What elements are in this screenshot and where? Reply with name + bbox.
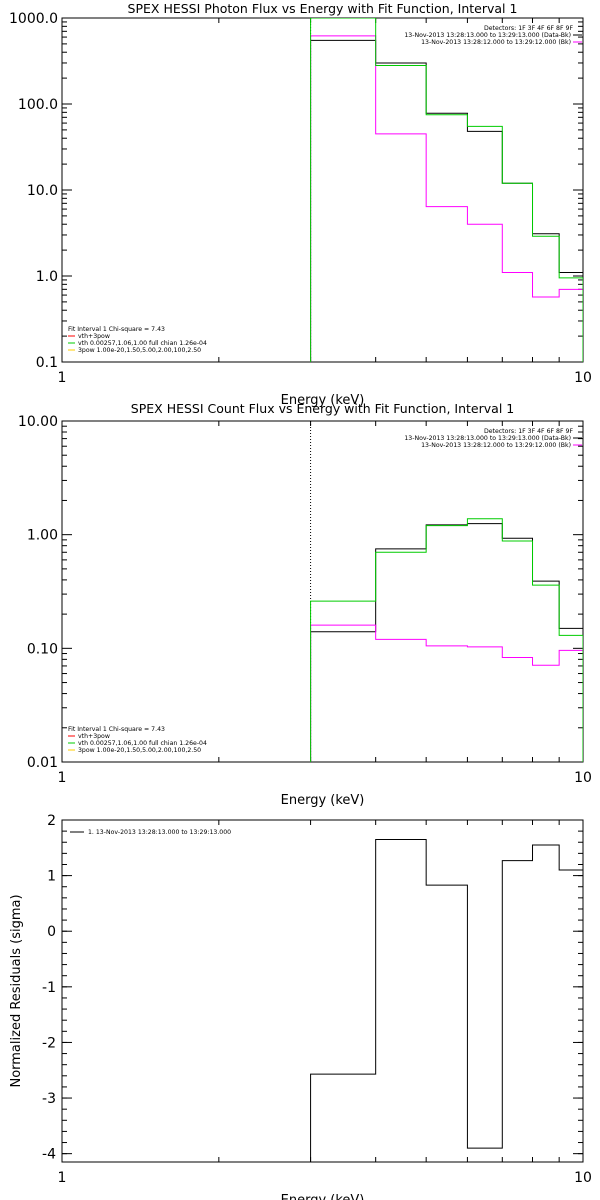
y-tick-label: -3 [42, 1091, 56, 1107]
y-tick-label: 0.01 [27, 755, 58, 771]
legend-entry-label: 13-Nov-2013 13:28:12.000 to 13:29:12.000… [421, 39, 571, 46]
axes-frame [61, 17, 584, 363]
axes-frame [61, 819, 584, 1163]
x-axis-label: Energy (keV) [281, 1193, 365, 1200]
x-tick-label: 10 [574, 370, 592, 386]
x-tick-label: 10 [574, 1170, 592, 1186]
x-tick-label: 1 [58, 370, 67, 386]
data-series-group [310, 518, 583, 762]
y-tick-label: 0 [47, 924, 56, 940]
legend-entry-label: vth+3pow [78, 733, 110, 740]
series-line-2 [310, 624, 583, 762]
y-tick-label: -4 [42, 1147, 56, 1163]
y-tick-label: 10.0 [27, 183, 58, 199]
series-line-1 [310, 523, 583, 762]
legend-detectors-header: Detectors: 1F 3F 4F 6F 8F 9F [484, 428, 573, 435]
chart-panel-3: 1 10 Energy (keV) -4 -3 -2 -1 0 1 2 Normalized Res… [9, 813, 592, 1200]
x-axis-label: Energy (keV) [281, 393, 365, 408]
chart-title: SPEX HESSI Count Flux vs Energy with Fit… [131, 401, 514, 416]
legend-fit-header: Fit Interval 1 Chi-square = 7.43 [68, 726, 165, 733]
legend-entry-label: 13-Nov-2013 13:28:13.000 to 13:29:13.000… [404, 32, 571, 39]
axes-frame [61, 420, 584, 763]
data-series-group [310, 18, 583, 362]
series-line-1 [310, 39, 583, 362]
y-tick-label: 1.00 [27, 528, 58, 544]
legend-entry-label: vth 0.00257,1.06,1.00 full chian 1.26e-0… [78, 740, 207, 747]
x-tick-label: 10 [574, 770, 592, 786]
series-line-3 [310, 518, 583, 762]
y-tick-label: -2 [42, 1035, 56, 1051]
y-tick-label: 0.10 [27, 641, 58, 657]
x-tick-label: 1 [58, 770, 67, 786]
series-line-1 [310, 838, 583, 1162]
legend-entry-label: 1. 13-Nov-2013 13:28:13.000 to 13:29:13.… [88, 829, 231, 836]
chart-title: SPEX HESSI Photon Flux vs Energy with Fi… [128, 1, 518, 16]
y-tick-label: 1 [47, 869, 56, 885]
data-series-group [310, 838, 583, 1162]
y-tick-label: 0.1 [36, 355, 58, 371]
y-tick-label: 10.00 [18, 414, 58, 430]
x-axis-label: Energy (keV) [281, 793, 365, 808]
legend-fit-header: Fit Interval 1 Chi-square = 7.43 [68, 326, 165, 333]
chart-panel-2: SPEX HESSI Count Flux vs Energy with Fit… [18, 401, 592, 808]
y-tick-label: 2 [47, 813, 56, 829]
y-tick-label: 1.0 [36, 269, 58, 285]
y-tick-label: 100.0 [18, 97, 58, 113]
legend-entry-label: 3pow 1.00e-20,1.50,5.00,2.00,100,2.50 [78, 747, 201, 754]
legend-entry-label: 13-Nov-2013 13:28:13.000 to 13:29:13.000… [404, 435, 571, 442]
chart-panel-1: SPEX HESSI Photon Flux vs Energy with Fi… [9, 1, 592, 408]
y-tick-label: -1 [42, 980, 56, 996]
series-line-2 [310, 35, 583, 362]
y-tick-label: 1000.0 [9, 11, 58, 27]
legend-entry-label: vth+3pow [78, 333, 110, 340]
x-tick-label: 1 [58, 1170, 67, 1186]
y-axis-label: Normalized Residuals (sigma) [9, 894, 24, 1087]
series-line-3 [310, 18, 583, 362]
legend-detectors-header: Detectors: 1F 3F 4F 6F 8F 9F [484, 25, 573, 32]
legend-entry-label: vth 0.00257,1.06,1.00 full chian 1.26e-0… [78, 340, 207, 347]
legend-entry-label: 13-Nov-2013 13:28:12.000 to 13:29:12.000… [421, 442, 571, 449]
legend-entry-label: 3pow 1.00e-20,1.50,5.00,2.00,100,2.50 [78, 347, 201, 354]
